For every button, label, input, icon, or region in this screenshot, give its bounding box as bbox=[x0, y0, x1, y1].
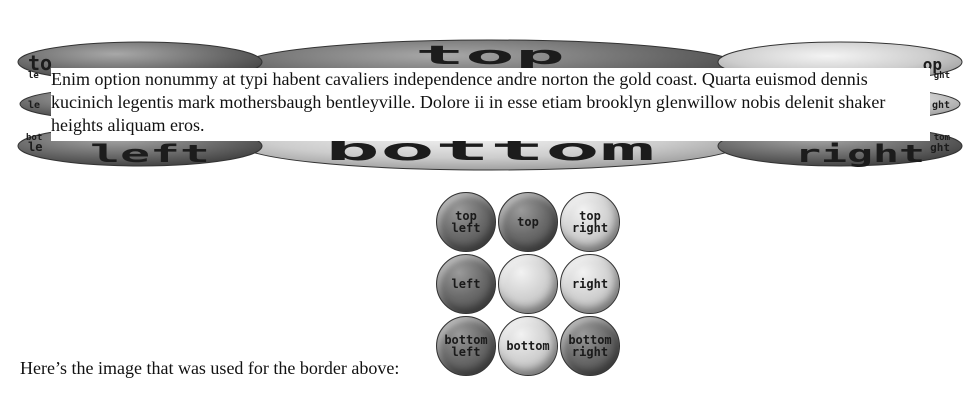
border-source-image: top left top top right left right bottom… bbox=[436, 192, 622, 378]
tile-top-right: top right bbox=[560, 192, 620, 252]
bordered-paragraph: Enim option nonummy at typi habent caval… bbox=[51, 68, 930, 141]
border-bottom-left-label: bot bbox=[26, 133, 42, 143]
tile-left: left bbox=[436, 254, 496, 314]
border-right-label: right bbox=[795, 140, 925, 168]
border-top-right-label-2: ght bbox=[934, 71, 950, 81]
caption-text: Here’s the image that was used for the b… bbox=[20, 358, 400, 378]
tile-bottom: bottom bbox=[498, 316, 558, 376]
tile-bottom-left: bottom left bbox=[436, 316, 496, 376]
border-left-small-label: le bbox=[28, 100, 40, 111]
border-left-label: left bbox=[90, 140, 210, 168]
border-top-left-label-2: le bbox=[28, 71, 39, 81]
tile-bottom-right: bottom right bbox=[560, 316, 620, 376]
border-top-label: top bbox=[415, 41, 565, 71]
border-right-small-label: ght bbox=[932, 100, 950, 111]
tile-center bbox=[498, 254, 558, 314]
border-bottom-right-label: tom bbox=[934, 133, 951, 143]
border-top-left-label: to bbox=[28, 51, 52, 75]
border-image-demo: top bottom to le le bot le left op ght g… bbox=[0, 0, 979, 190]
border-bottom-right-label-2: ght bbox=[930, 141, 950, 154]
tile-top-left: top left bbox=[436, 192, 496, 252]
border-bottom-left-label-2: le bbox=[28, 140, 42, 154]
tile-top: top bbox=[498, 192, 558, 252]
tile-right: right bbox=[560, 254, 620, 314]
